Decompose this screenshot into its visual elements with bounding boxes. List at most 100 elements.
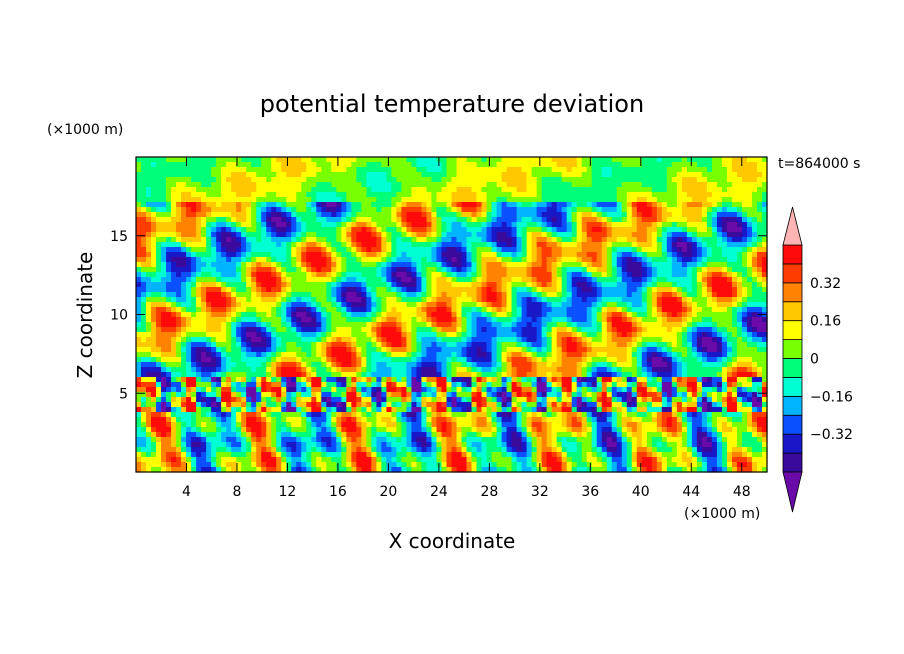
- heatmap-cell: [241, 217, 247, 223]
- heatmap-cell: [706, 157, 713, 163]
- heatmap-cell: [486, 302, 493, 308]
- heatmap-cell: [451, 157, 458, 163]
- heatmap-cell: [456, 202, 463, 208]
- heatmap-cell: [561, 167, 568, 173]
- heatmap-cell: [731, 287, 738, 293]
- heatmap-cell: [726, 162, 733, 168]
- heatmap-cell: [181, 257, 187, 263]
- heatmap-cell: [716, 197, 723, 203]
- heatmap-cell: [421, 177, 428, 183]
- heatmap-cell: [471, 192, 478, 198]
- heatmap-cell: [386, 162, 393, 168]
- heatmap-cell: [626, 247, 633, 253]
- heatmap-cell: [466, 237, 473, 243]
- heatmap-cell: [181, 172, 187, 178]
- heatmap-cell: [316, 237, 322, 243]
- heatmap-cell: [401, 242, 408, 248]
- heatmap-cell: [346, 337, 352, 343]
- heatmap-cell: [221, 262, 227, 268]
- heatmap-cell: [491, 312, 498, 318]
- heatmap-cell: [511, 342, 518, 348]
- heatmap-cell: [346, 237, 352, 243]
- heatmap-cell: [321, 172, 327, 178]
- heatmap-cell: [456, 302, 463, 308]
- heatmap-cell: [136, 182, 142, 188]
- heatmap-cell: [376, 302, 382, 308]
- heatmap-cell: [456, 347, 463, 353]
- heatmap-cell: [591, 247, 598, 253]
- heatmap-cell: [521, 252, 528, 258]
- heatmap-cell: [506, 177, 513, 183]
- heatmap-cell: [411, 222, 418, 228]
- heatmap-cell: [396, 292, 403, 298]
- time-label: t=864000 s: [778, 156, 860, 172]
- heatmap-cell: [531, 302, 538, 308]
- heatmap-cell: [616, 322, 623, 328]
- heatmap-cell: [621, 227, 628, 233]
- heatmap-cell: [256, 222, 262, 228]
- heatmap-cell: [391, 167, 398, 173]
- heatmap-cell: [566, 227, 573, 233]
- heatmap-cell: [346, 287, 352, 293]
- heatmap-cell: [241, 252, 247, 258]
- heatmap-cell: [151, 157, 157, 163]
- heatmap-cell: [731, 187, 738, 193]
- heatmap-cell: [686, 187, 693, 193]
- heatmap-cell: [746, 232, 753, 238]
- heatmap-cell: [481, 257, 488, 263]
- heatmap-cell: [411, 342, 418, 348]
- heatmap-cell: [536, 277, 543, 283]
- heatmap-cell: [751, 252, 758, 258]
- heatmap-cell: [356, 292, 362, 298]
- heatmap-cell: [181, 282, 187, 288]
- heatmap-cell: [146, 167, 152, 173]
- heatmap-cell: [706, 207, 713, 213]
- heatmap-cell: [556, 337, 563, 343]
- heatmap-cell: [326, 202, 332, 208]
- heatmap-cell: [391, 282, 398, 288]
- heatmap-cell: [361, 167, 367, 173]
- heatmap-cell: [286, 227, 292, 233]
- heatmap-cell: [746, 262, 753, 268]
- heatmap-cell: [546, 177, 553, 183]
- heatmap-cell: [341, 217, 347, 223]
- heatmap-cell: [611, 267, 618, 273]
- heatmap-cell: [536, 212, 543, 218]
- heatmap-cell: [711, 272, 718, 278]
- heatmap-cell: [261, 257, 267, 263]
- heatmap-cell: [591, 172, 598, 178]
- heatmap-cell: [136, 342, 142, 348]
- heatmap-cell: [571, 197, 578, 203]
- heatmap-cell: [311, 187, 317, 193]
- heatmap-cell: [556, 297, 563, 303]
- heatmap-cell: [286, 292, 292, 298]
- heatmap-cell: [691, 292, 698, 298]
- heatmap-cell: [161, 262, 167, 268]
- heatmap-cell: [201, 167, 207, 173]
- heatmap-cell: [756, 247, 763, 253]
- heatmap-cell: [416, 222, 423, 228]
- heatmap-cell: [471, 207, 478, 213]
- heatmap-cell: [376, 167, 382, 173]
- heatmap-cell: [406, 157, 413, 163]
- heatmap-cell: [721, 312, 728, 318]
- heatmap-cell: [396, 352, 403, 358]
- heatmap-cell: [556, 187, 563, 193]
- heatmap-cell: [576, 257, 583, 263]
- heatmap-cell: [586, 282, 593, 288]
- heatmap-cell: [316, 347, 322, 353]
- heatmap-cell: [206, 217, 212, 223]
- heatmap-cell: [711, 267, 718, 273]
- heatmap-cell: [761, 292, 768, 298]
- heatmap-cell: [631, 292, 638, 298]
- heatmap-cell: [221, 342, 227, 348]
- heatmap-cell: [541, 202, 548, 208]
- heatmap-cell: [476, 232, 483, 238]
- heatmap-cell: [611, 177, 618, 183]
- heatmap-cell: [261, 332, 267, 338]
- heatmap-cell: [506, 267, 513, 273]
- heatmap-cell: [626, 332, 633, 338]
- heatmap-cell: [331, 337, 337, 343]
- heatmap-cell: [761, 227, 768, 233]
- heatmap-cell: [461, 332, 468, 338]
